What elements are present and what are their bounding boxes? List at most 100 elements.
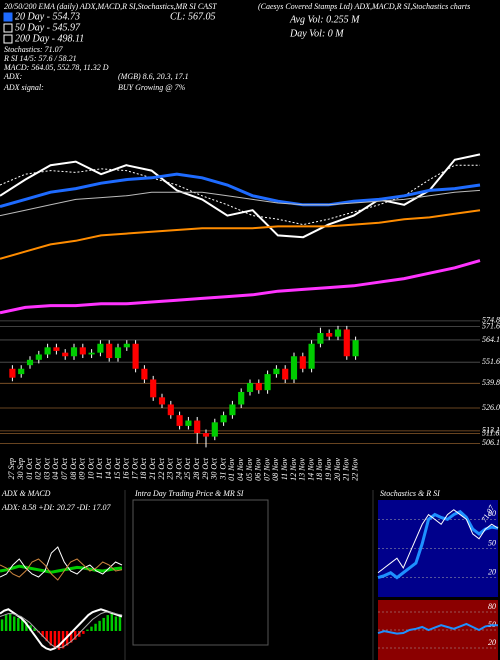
adx-label: ADX: (3, 72, 23, 81)
y-tick-label: 526.02 (482, 403, 500, 412)
y-tick-label: 539.85 (482, 378, 500, 387)
x-tick-label: 04 Nov (236, 458, 245, 481)
x-tick-label: 04 Oct (51, 457, 60, 479)
avg-volume: Avg Vol: 0.255 M (289, 14, 360, 25)
legend-swatch (3, 23, 13, 33)
histogram-bar (53, 631, 57, 649)
candle-body (44, 347, 51, 355)
x-tick-label: 17 Oct (130, 457, 139, 479)
series-line (0, 189, 481, 217)
legend-label: 200 Day - 498.11 (15, 33, 84, 44)
candle-body (26, 359, 34, 366)
candle-body (176, 415, 183, 426)
histogram-bar (8, 613, 12, 631)
candle-body (273, 368, 280, 375)
x-tick-label: 23 Oct (166, 457, 175, 479)
y-tick-label: 551.68 (482, 357, 500, 366)
x-tick-label: 25 Oct (183, 457, 192, 479)
candle-body (282, 368, 289, 380)
close-price: CL: 567.05 (170, 11, 216, 22)
y-tick-label: 564.13 (482, 335, 500, 344)
panel-title: ADX & MACD (1, 489, 51, 498)
x-tick-label: 01 Oct (25, 457, 34, 479)
histogram-bar (106, 615, 109, 631)
candle-body (326, 333, 333, 337)
candle-body (141, 368, 148, 380)
histogram-bar (4, 615, 8, 631)
candle-body (343, 329, 350, 357)
candle-body (106, 343, 113, 359)
candle-body (88, 352, 95, 355)
legend-label: 20 Day - 554.73 (15, 11, 80, 22)
candle-body (35, 354, 42, 360)
x-tick-label: 18 Nov (315, 458, 324, 481)
candle-body (70, 347, 78, 357)
x-tick-label: 27 Sep (7, 458, 16, 480)
adx-signal: BUY Growing @ 7% (118, 83, 186, 92)
candle-body (123, 343, 130, 348)
candle-body (132, 343, 139, 369)
histogram-bar (86, 629, 89, 631)
candle-body (352, 340, 359, 357)
x-tick-label: 12 Nov (289, 458, 298, 481)
x-tick-label: 18 Oct (139, 457, 148, 479)
histogram-bar (94, 623, 97, 631)
histogram-bar (57, 631, 61, 650)
candle-body (114, 347, 122, 359)
y-tick-label: 513.19 (482, 426, 500, 435)
candle-body (290, 356, 298, 380)
x-tick-label: 16 Oct (122, 457, 131, 479)
indicator-text: MACD: 564.05, 552.78, 11.32 D (3, 63, 109, 72)
candle-body (158, 397, 166, 405)
histogram-bar (17, 617, 20, 631)
series-line (0, 611, 123, 649)
x-tick-label: 08 Oct (69, 457, 78, 479)
legend-swatch (3, 12, 13, 22)
candle-body (202, 433, 210, 437)
x-tick-label: 11 Oct (95, 457, 104, 479)
panel-title: Stochastics & R SI (380, 489, 440, 498)
series-line (377, 509, 499, 574)
y-tick-label: 80 (488, 509, 496, 518)
candle-body (238, 391, 245, 405)
candle-body (264, 374, 271, 391)
x-tick-label: 22 Oct (157, 457, 166, 479)
series-line (0, 564, 123, 574)
candle-body (97, 343, 104, 353)
histogram-bar (78, 631, 81, 637)
candle-body (9, 368, 16, 378)
histogram-bar (90, 626, 93, 631)
x-tick-label: 10 Oct (86, 457, 95, 479)
x-tick-label: 07 Oct (60, 457, 69, 479)
x-tick-label: 28 Oct (192, 457, 201, 479)
y-tick-label: 574.8 (482, 316, 500, 325)
x-tick-label: 14 Nov (306, 458, 315, 481)
candle-body (185, 420, 192, 426)
x-tick-label: 06 Nov (254, 458, 263, 481)
series-line (0, 172, 481, 209)
histogram-bar (74, 631, 77, 640)
series-line (0, 546, 123, 578)
y-tick-label: 506.19 (482, 438, 500, 447)
y-tick-label: 571.6 (482, 321, 500, 330)
histogram-bar (21, 619, 24, 631)
y-tick-label: 80 (488, 602, 496, 611)
histogram-bar (13, 616, 16, 631)
y-tick-label: 20 (488, 567, 496, 576)
candle-body (18, 368, 25, 375)
header-left: 20/50/200 EMA (daily) ADX,MACD,R SI,Stoc… (4, 2, 217, 11)
x-tick-label: 02 Oct (34, 457, 43, 479)
x-tick-label: 13 Nov (298, 458, 307, 481)
legend-label: 50 Day - 545.97 (15, 22, 81, 33)
candle-body (246, 383, 254, 392)
intraday-frame (132, 499, 269, 646)
candle-body (211, 422, 218, 437)
x-tick-label: 01 Nov (227, 458, 236, 481)
histogram-bar (49, 631, 53, 646)
histogram-bar (61, 631, 65, 649)
x-tick-label: 11 Nov (280, 458, 289, 481)
histogram-bar (45, 631, 48, 642)
x-tick-label: 09 Oct (78, 457, 87, 479)
candle-body (79, 347, 86, 355)
